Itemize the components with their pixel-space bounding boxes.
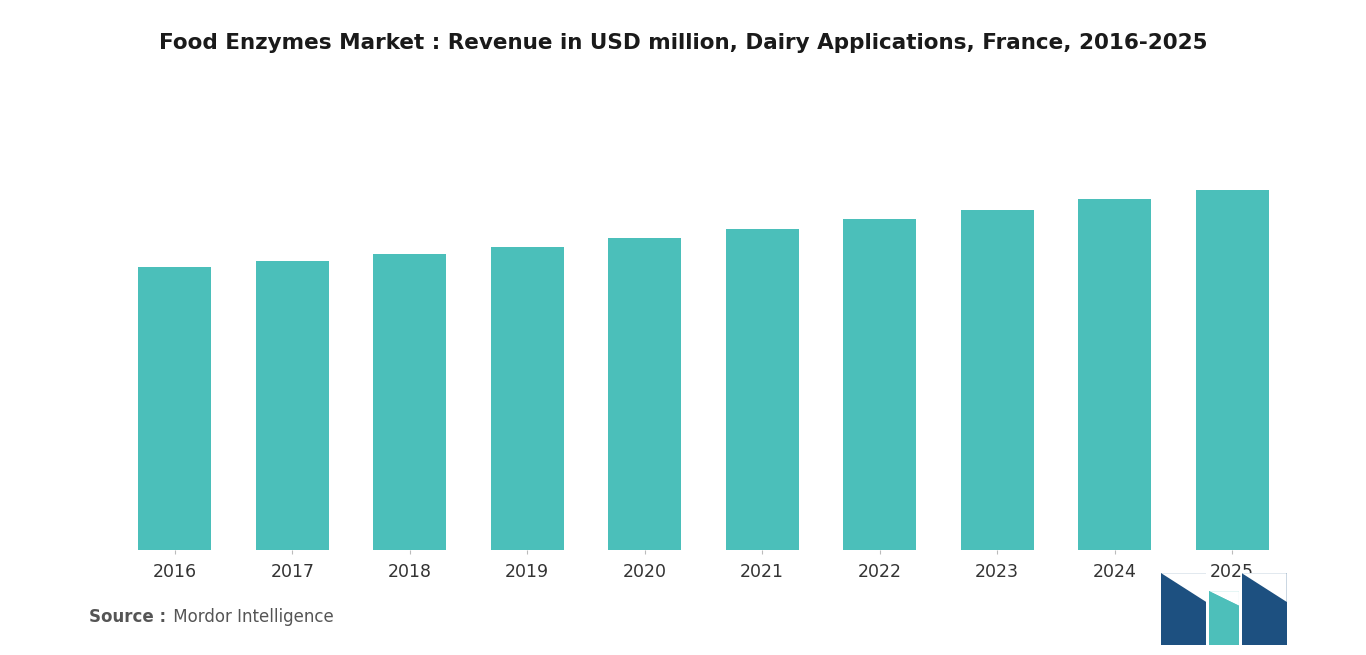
Polygon shape [1242,573,1287,602]
Bar [1195,191,1269,550]
Bar [138,267,212,550]
Text: Food Enzymes Market : Revenue in USD million, Dairy Applications, France, 2016-2: Food Enzymes Market : Revenue in USD mil… [158,33,1208,53]
Text: Source :: Source : [89,608,165,626]
Bar [960,210,1034,550]
Text: Mordor Intelligence: Mordor Intelligence [168,608,333,626]
Polygon shape [1209,591,1239,645]
Polygon shape [1242,573,1287,645]
Bar [490,247,564,550]
Polygon shape [1161,573,1206,645]
Bar [255,261,329,550]
Bar [1078,199,1152,550]
Polygon shape [1209,591,1239,605]
Polygon shape [1161,573,1206,602]
Polygon shape [1209,591,1239,605]
Bar [608,238,682,550]
Bar [725,229,799,550]
Bar [373,254,447,550]
Bar [843,219,917,550]
